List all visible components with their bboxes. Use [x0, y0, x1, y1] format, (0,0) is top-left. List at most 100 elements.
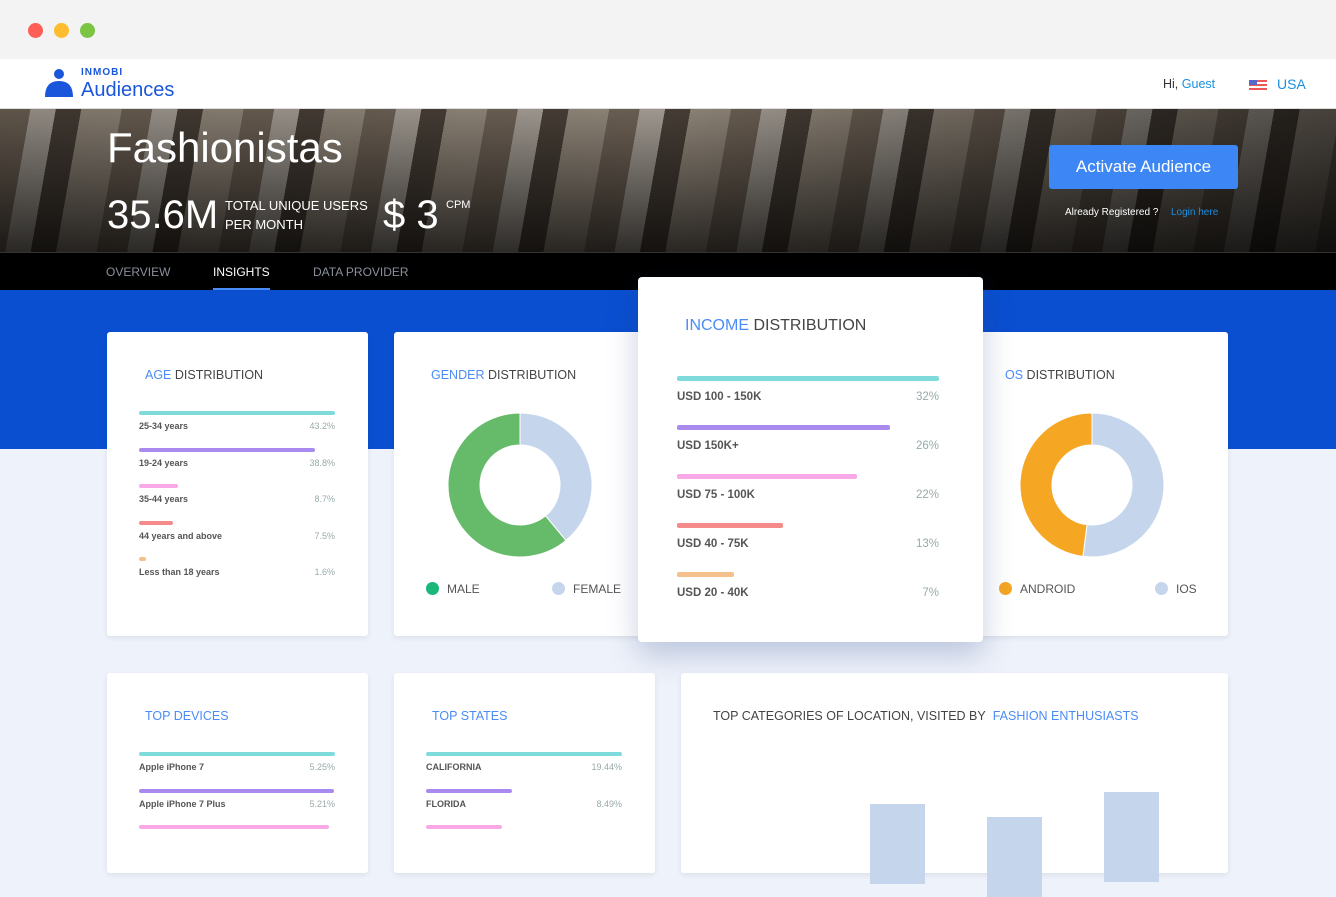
row-value: 1.6% [314, 567, 335, 577]
distribution-bar [139, 520, 174, 525]
top-states-card: TOP STATES CALIFORNIA 19.44% FLORIDA 8.49% [394, 673, 655, 873]
os-donut-chart [1019, 412, 1165, 558]
distribution-row: USD 40 - 75K 13% [677, 523, 939, 572]
legend-female: FEMALE [552, 582, 621, 596]
country-selector[interactable]: USA [1277, 76, 1306, 92]
distribution-bar [139, 484, 179, 488]
title-text: DISTRIBUTION [487, 368, 577, 382]
distribution-row: Apple iPhone 7 Plus 5.21% [139, 788, 335, 826]
cpm-label: CPM [446, 199, 471, 211]
title-text: DISTRIBUTION [753, 317, 867, 334]
legend-android: ANDROID [999, 582, 1075, 596]
distribution-row: FLORIDA 8.49% [426, 788, 622, 826]
top-navbar: INMOBI Audiences Hi, Guest USA [0, 59, 1336, 109]
title-text: DISTRIBUTION [174, 368, 264, 382]
row-value: 13% [915, 538, 939, 550]
distribution-bar [139, 447, 316, 452]
female-swatch-icon [552, 582, 565, 595]
distribution-bar [677, 425, 890, 430]
user-link[interactable]: Guest [1181, 77, 1216, 91]
title-highlight: FASHION ENTHUSIASTS [992, 709, 1139, 723]
row-label: Apple iPhone 7 [139, 762, 205, 772]
distribution-row: Apple iPhone 7 5.25% [139, 752, 335, 789]
tab-overview[interactable]: OVERVIEW [106, 265, 171, 279]
us-flag-icon [1249, 80, 1267, 90]
title-text: DISTRIBUTION [1026, 368, 1115, 382]
distribution-bar [139, 557, 147, 561]
cpm-value: $ 3 [383, 193, 439, 237]
tab-data-provider[interactable]: DATA PROVIDER [313, 265, 409, 279]
distribution-bar [426, 752, 622, 756]
users-count: 35.6M [107, 193, 219, 237]
distribution-bar [677, 523, 784, 528]
row-label: 25-34 years [139, 421, 189, 431]
legend-label: FEMALE [573, 582, 622, 596]
card-title: GENDER DISTRIBUTION [431, 368, 576, 382]
greeting-text: Hi, [1163, 77, 1179, 91]
row-value: 32% [915, 391, 939, 403]
maximize-window-button[interactable] [80, 23, 95, 38]
distribution-bar [677, 572, 735, 577]
row-value: 8.49% [596, 798, 622, 809]
distribution-row: Less than 18 years 1.6% [139, 557, 335, 594]
legend-ios: IOS [1155, 582, 1197, 596]
income-distribution-card: INCOME DISTRIBUTION USD 100 - 150K 32% USD… [638, 277, 983, 642]
location-bar [987, 817, 1042, 897]
row-value: 5.21% [309, 798, 335, 809]
row-label: Apple iPhone 7 Plus [139, 798, 226, 809]
close-window-button[interactable] [28, 23, 43, 38]
row-value: 7% [922, 587, 939, 599]
legend-male: MALE [426, 582, 480, 596]
legend-label: ANDROID [1020, 582, 1076, 596]
card-title: OS DISTRIBUTION [1005, 368, 1115, 382]
title-text: TOP CATEGORIES OF LOCATION, VISITED BY [713, 709, 986, 723]
title-highlight: OS [1005, 368, 1024, 382]
row-label: CALIFORNIA [426, 762, 482, 772]
card-title: TOP DEVICES [145, 709, 229, 723]
distribution-row: 44 years and above 7.5% [139, 520, 335, 558]
distribution-bar [139, 752, 335, 756]
ios-swatch-icon [1155, 582, 1168, 595]
users-label-2: PER MONTH [225, 217, 303, 232]
gender-distribution-card: GENDER DISTRIBUTION MALE FEMALE [394, 332, 655, 636]
card-title: INCOME DISTRIBUTION [685, 317, 866, 335]
row-value: 7.5% [314, 530, 335, 541]
row-value: 19.44% [591, 762, 622, 772]
row-label: 35-44 years [139, 494, 189, 504]
distribution-bar [139, 788, 334, 793]
row-label: Less than 18 years [139, 567, 220, 577]
top-devices-card: TOP DEVICES Apple iPhone 7 5.25% Apple iPh… [107, 673, 368, 873]
card-title: TOP STATES [432, 709, 508, 723]
row-label: USD 150K+ [677, 440, 739, 452]
distribution-row: USD 100 - 150K 32% [677, 376, 939, 425]
distribution-row: USD 150K+ 26% [677, 425, 939, 474]
distribution-bar [677, 376, 939, 381]
title-highlight: INCOME [685, 317, 749, 334]
minimize-window-button[interactable] [54, 23, 69, 38]
brand-product: Audiences [81, 79, 175, 101]
distribution-bar [426, 788, 512, 793]
row-value: 43.2% [309, 421, 335, 431]
age-distribution-card: AGE DISTRIBUTION 25-34 years 43.2% 19-24 y… [107, 332, 368, 636]
row-label: USD 100 - 150K [677, 391, 762, 403]
activate-audience-button[interactable]: Activate Audience [1049, 145, 1238, 189]
row-label: 44 years and above [139, 530, 223, 541]
distribution-row: 19-24 years 38.8% [139, 447, 335, 485]
already-registered-text: Already Registered ? [1065, 207, 1159, 218]
distribution-row: USD 75 - 100K 22% [677, 474, 939, 523]
distribution-bar [677, 474, 858, 479]
ios-slice [1082, 412, 1165, 558]
greeting: Hi, Guest [1163, 77, 1215, 91]
row-label: USD 20 - 40K [677, 587, 749, 599]
card-title: TOP CATEGORIES OF LOCATION, VISITED BY F… [713, 709, 1139, 723]
tab-insights[interactable]: INSIGHTS [213, 265, 270, 291]
card-title: AGE DISTRIBUTION [145, 368, 263, 382]
login-link[interactable]: Login here [1171, 207, 1219, 218]
legend-label: IOS [1176, 582, 1197, 596]
window-chrome [0, 0, 1336, 59]
os-distribution-card: OS DISTRIBUTION ANDROID IOS [967, 332, 1228, 636]
distribution-row [426, 825, 622, 862]
distribution-row [139, 825, 335, 862]
row-value: 22% [915, 489, 939, 501]
female-slice [519, 412, 593, 542]
